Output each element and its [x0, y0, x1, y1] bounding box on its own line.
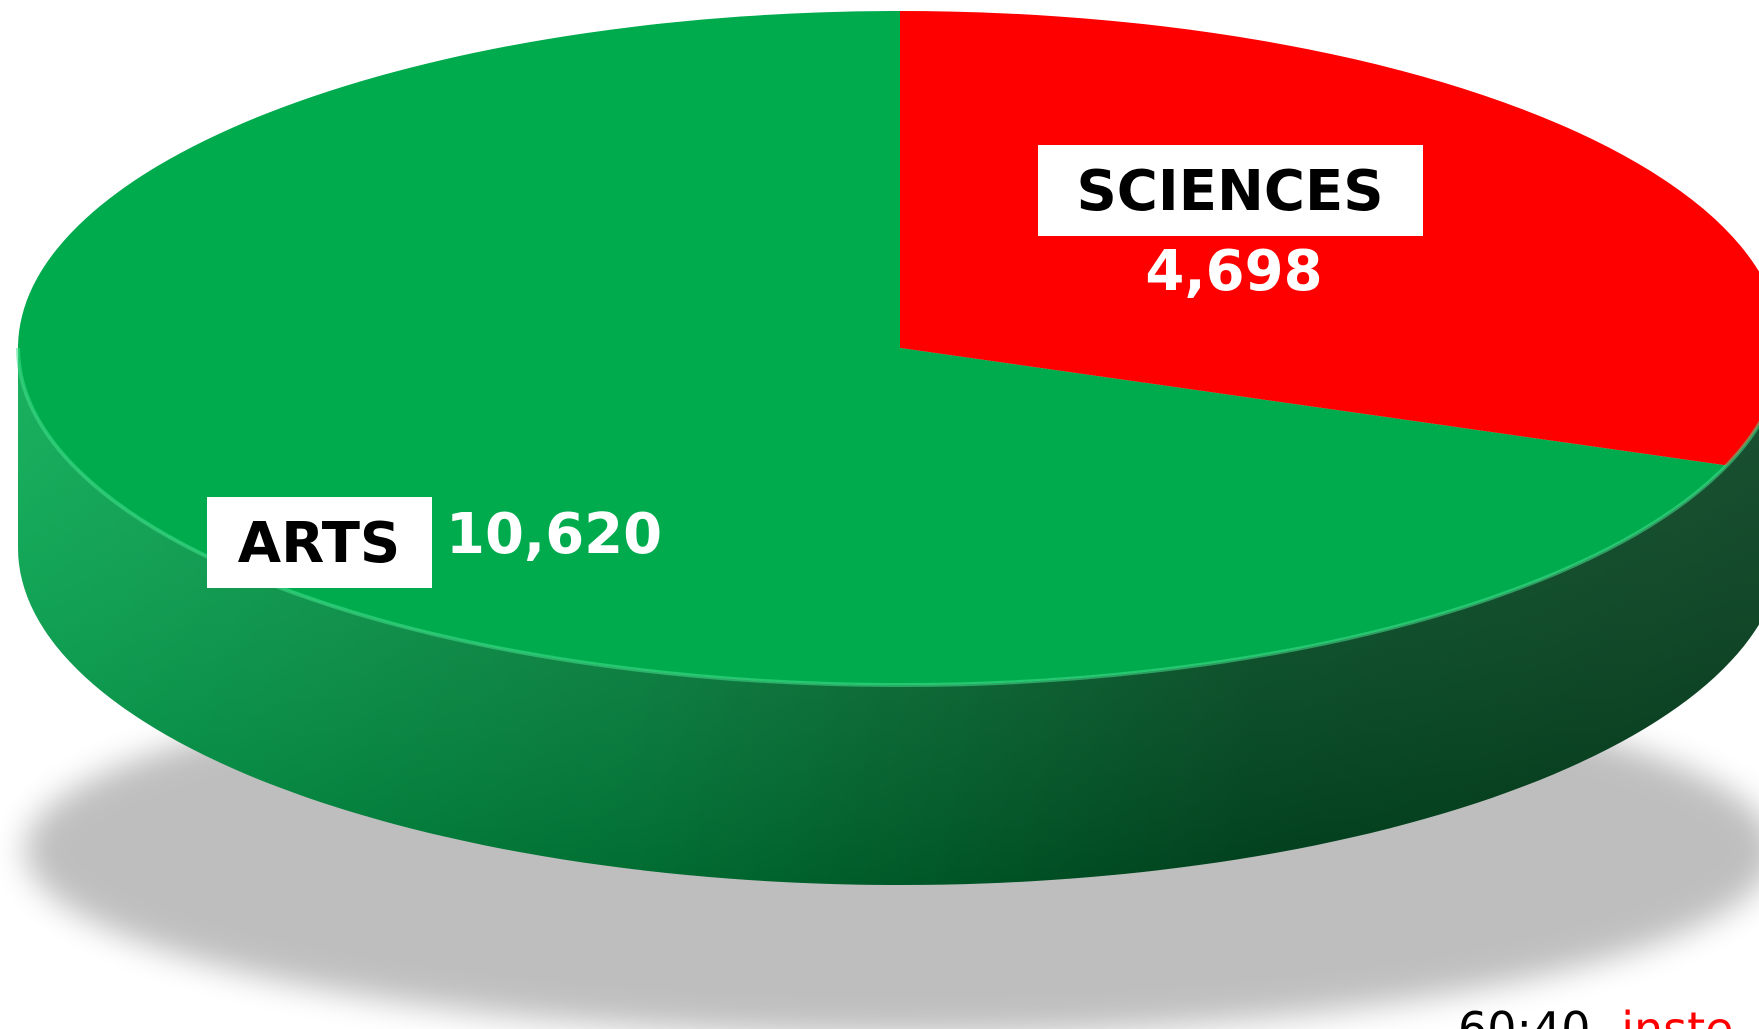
pie-labels: SCIENCES 4,698 ARTS 10,620 [207, 145, 1423, 588]
pie-slice-sciences [900, 11, 1759, 466]
pie-side-shade [18, 348, 1759, 885]
pie-slice-arts [18, 11, 1727, 685]
value-label-sciences: 4,698 [1145, 239, 1322, 304]
pie-rim-highlight [16, 347, 1759, 687]
footnote-ratio: 60:40 [1458, 1002, 1591, 1029]
footnote-text: 60:40 inste [1458, 1002, 1733, 1029]
pie-side-walls [18, 348, 1759, 885]
footnote-word: inste [1621, 1002, 1733, 1029]
pie-top-surface [16, 11, 1759, 687]
category-label-sciences: SCIENCES [1076, 159, 1383, 224]
category-label-arts: ARTS [238, 511, 400, 576]
label-box-sciences [1038, 145, 1423, 236]
label-box-arts [207, 497, 432, 588]
value-label-arts: 10,620 [446, 502, 662, 567]
